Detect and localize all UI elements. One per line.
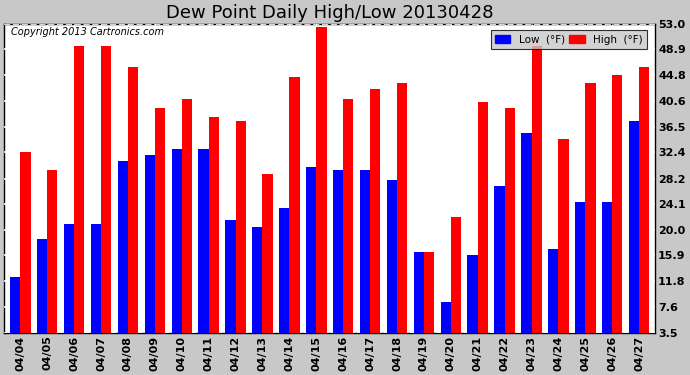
Bar <box>64 224 74 355</box>
Bar <box>289 77 299 355</box>
Bar <box>360 171 370 355</box>
Bar <box>306 167 316 355</box>
Bar <box>397 83 407 355</box>
Bar <box>451 217 461 355</box>
Bar <box>424 252 434 355</box>
Bar <box>172 148 181 355</box>
Bar <box>531 46 542 355</box>
Bar <box>387 180 397 355</box>
Bar <box>226 220 235 355</box>
Legend: Low  (°F), High  (°F): Low (°F), High (°F) <box>491 30 647 49</box>
Bar <box>370 89 380 355</box>
Bar <box>279 208 289 355</box>
Bar <box>441 302 451 355</box>
Bar <box>20 152 30 355</box>
Bar <box>316 27 326 355</box>
Bar <box>101 46 111 355</box>
Bar <box>549 249 558 355</box>
Bar <box>47 171 57 355</box>
Bar <box>477 102 488 355</box>
Bar <box>262 174 273 355</box>
Bar <box>495 186 504 355</box>
Bar <box>639 68 649 355</box>
Bar <box>504 108 515 355</box>
Bar <box>575 202 585 355</box>
Bar <box>468 255 477 355</box>
Bar <box>333 171 343 355</box>
Bar <box>128 68 138 355</box>
Bar <box>629 120 639 355</box>
Bar <box>558 139 569 355</box>
Bar <box>91 224 101 355</box>
Bar <box>74 46 84 355</box>
Bar <box>253 226 262 355</box>
Bar <box>37 239 47 355</box>
Bar <box>118 161 128 355</box>
Bar <box>235 120 246 355</box>
Bar <box>343 99 353 355</box>
Bar <box>522 133 531 355</box>
Text: Copyright 2013 Cartronics.com: Copyright 2013 Cartronics.com <box>10 27 164 37</box>
Bar <box>155 108 165 355</box>
Title: Dew Point Daily High/Low 20130428: Dew Point Daily High/Low 20130428 <box>166 4 493 22</box>
Bar <box>145 155 155 355</box>
Bar <box>585 83 595 355</box>
Bar <box>208 117 219 355</box>
Bar <box>181 99 192 355</box>
Bar <box>199 148 208 355</box>
Bar <box>10 277 20 355</box>
Bar <box>612 75 622 355</box>
Bar <box>414 252 424 355</box>
Bar <box>602 202 612 355</box>
